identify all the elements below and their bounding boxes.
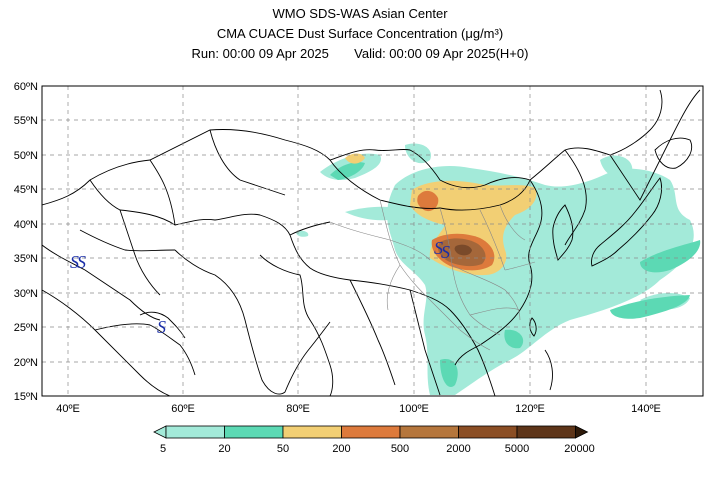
colorbar-label: 2000 — [446, 443, 470, 455]
dust-field-darkbrown — [454, 244, 472, 256]
colorbar-label: 20000 — [564, 443, 595, 455]
station-marker: S — [434, 238, 443, 258]
station-marker: S — [70, 252, 79, 272]
colorbar-segment — [399, 425, 459, 439]
title-line-1: WMO SDS-WAS Asian Center — [272, 6, 448, 21]
lon-label: 120ºE — [515, 403, 545, 415]
colorbar-label: 200 — [332, 443, 350, 455]
longitude-labels: 40ºE 60ºE 80ºE 100ºE 120ºE 140ºE — [56, 403, 661, 415]
colorbar-segment — [224, 425, 284, 439]
lon-label: 60ºE — [171, 403, 195, 415]
colorbar-label: 5000 — [505, 443, 529, 455]
lat-label: 30ºN — [14, 288, 38, 300]
lat-label: 20ºN — [14, 357, 38, 369]
lon-label: 40ºE — [56, 403, 80, 415]
station-marker: S — [157, 317, 166, 337]
valid-time-label: Valid: 00:00 09 Apr 2025(H+0) — [354, 46, 529, 61]
colorbar-segment — [458, 425, 518, 439]
colorbar-segment — [516, 425, 576, 439]
lat-label: 40ºN — [14, 219, 38, 231]
station-marker: S — [77, 252, 86, 272]
province-borders — [329, 199, 536, 351]
station-marker: S — [441, 242, 450, 262]
lat-label: 45ºN — [14, 184, 38, 196]
dust-field-mid — [330, 162, 701, 388]
colorbar-label: 5 — [160, 443, 166, 455]
colorbar-segment — [282, 425, 342, 439]
title-line-2: CMA CUACE Dust Surface Concentration (μg… — [216, 26, 504, 41]
country-borders — [42, 89, 701, 396]
colorbar-label: 50 — [277, 443, 289, 455]
colorbar-label: 500 — [391, 443, 409, 455]
lon-label: 140ºE — [631, 403, 661, 415]
latitude-labels: 60ºN 55ºN 50ºN 45ºN 40ºN 35ºN 30ºN 25ºN … — [14, 81, 38, 403]
lon-label: 100ºE — [399, 403, 429, 415]
grid-lines — [42, 86, 703, 396]
colorbar-segment — [341, 425, 401, 439]
map-title-block: WMO SDS-WAS Asian Center CMA CUACE Dust … — [0, 4, 720, 64]
lat-label: 15ºN — [14, 391, 38, 403]
run-time-label: Run: 00:00 09 Apr 2025 — [191, 46, 329, 61]
colorbar-arrow-right — [575, 425, 589, 439]
lat-label: 60ºN — [14, 81, 38, 93]
title-line-3: Run: 00:00 09 Apr 2025 Valid: 00:00 09 A… — [0, 44, 720, 64]
colorbar-segment — [165, 425, 225, 439]
lat-label: 55ºN — [14, 115, 38, 127]
map-frame — [41, 85, 704, 397]
lon-label: 80ºE — [286, 403, 310, 415]
lat-label: 25ºN — [14, 322, 38, 334]
colorbar-label: 20 — [218, 443, 230, 455]
station-markers: S S S S S — [70, 238, 450, 337]
lat-label: 35ºN — [14, 253, 38, 265]
colorbar: 5 20 50 200 500 2000 5000 20000 — [153, 425, 595, 455]
colorbar-arrow-left — [153, 425, 167, 439]
lat-label: 50ºN — [14, 150, 38, 162]
